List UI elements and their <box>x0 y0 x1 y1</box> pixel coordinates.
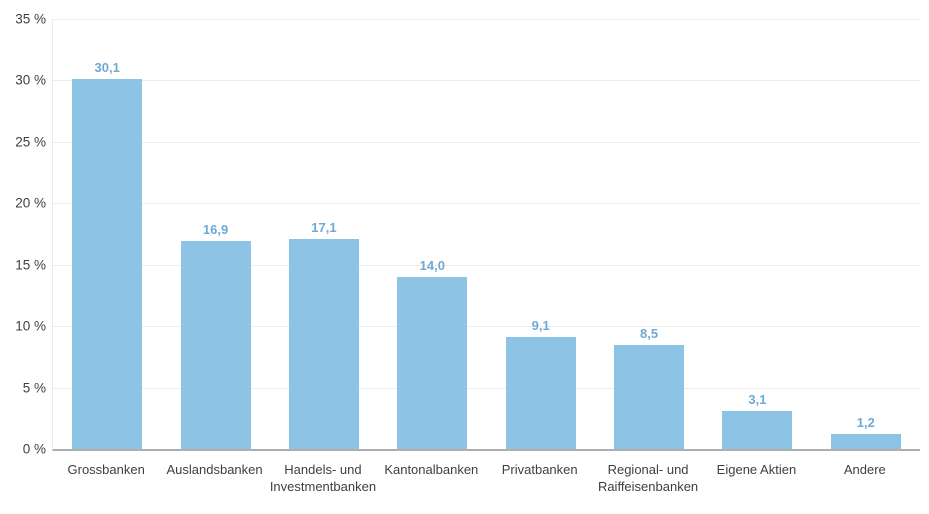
x-category-label: Handels- und Investmentbanken <box>269 462 377 494</box>
bar-value-label: 8,5 <box>640 325 659 341</box>
y-tick-label: 35 % <box>15 11 46 27</box>
bar-series: 30,1 16,9 17,1 14,0 9,1 8,5 3,1 1,2 <box>53 19 920 449</box>
x-category-label: Kantonalbanken <box>384 462 479 477</box>
x-category-label: Regional- und Raiffeisenbanken <box>597 462 699 494</box>
x-category-label: Privatbanken <box>501 462 578 477</box>
y-axis-labels: 0 % 5 % 10 % 15 % 20 % 25 % 30 % 35 % <box>0 12 46 457</box>
y-tick-label: 5 % <box>22 380 46 396</box>
bar-slot: 3,1 <box>703 19 811 449</box>
gridline <box>53 387 920 389</box>
y-tick-label: 15 % <box>15 257 46 273</box>
bar-slot: 16,9 <box>161 19 269 449</box>
bar <box>722 410 793 449</box>
x-category-label: Andere <box>843 462 886 477</box>
bar-slot: 8,5 <box>595 19 703 449</box>
bar-value-label: 14,0 <box>419 258 445 273</box>
bar-value-label: 17,1 <box>311 219 337 235</box>
x-category-label: Auslandsbanken <box>166 462 263 477</box>
gridline <box>53 203 920 205</box>
bar-value-label: 9,1 <box>531 318 550 334</box>
bar-value-label: 30,1 <box>94 60 120 76</box>
bar <box>830 434 901 449</box>
gridline <box>53 264 920 266</box>
bar-slot: 30,1 <box>53 19 161 449</box>
bar-slot: 9,1 <box>487 19 595 449</box>
plot-area: 30,1 16,9 17,1 14,0 9,1 8,5 3,1 1,2 <box>52 19 920 451</box>
bar <box>614 344 685 449</box>
x-category-label: Eigene Aktien <box>716 462 797 477</box>
bar <box>397 277 468 449</box>
bar <box>505 337 576 449</box>
x-category-label: Grossbanken <box>67 462 145 477</box>
bar-value-label: 3,1 <box>748 391 767 407</box>
bar <box>72 79 143 449</box>
gridline <box>53 80 920 82</box>
y-tick-label: 25 % <box>15 134 46 150</box>
bar <box>288 238 359 449</box>
bar-value-label: 1,2 <box>856 415 875 431</box>
bar-value-label: 16,9 <box>202 222 229 238</box>
bar-slot: 1,2 <box>812 19 920 449</box>
bar-slot: 14,0 <box>378 19 486 449</box>
gridline <box>53 19 920 20</box>
gridline <box>53 326 920 328</box>
bar <box>180 241 251 449</box>
y-tick-label: 20 % <box>15 195 46 211</box>
gridline <box>53 141 920 143</box>
y-tick-label: 10 % <box>15 318 46 334</box>
bar-slot: 17,1 <box>270 19 378 449</box>
x-axis-labels: Grossbanken Auslandsbanken Handels- und In… <box>52 462 919 496</box>
y-tick-label: 0 % <box>22 441 46 457</box>
y-tick-label: 30 % <box>15 72 46 88</box>
